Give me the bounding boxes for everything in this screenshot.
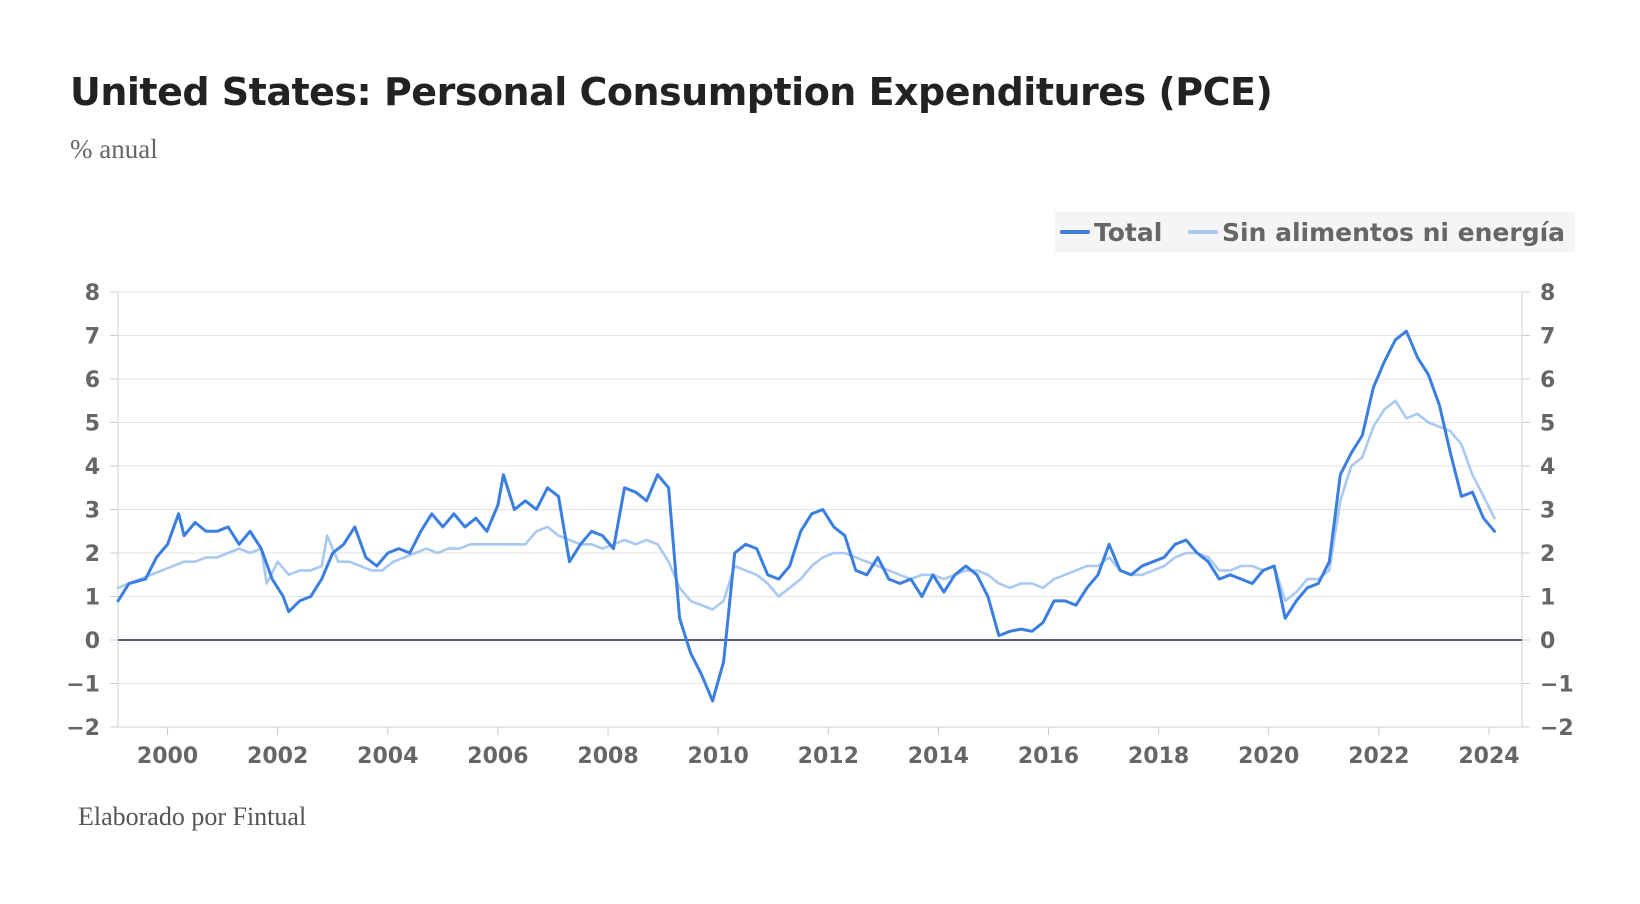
y-tick-label-left: 3 bbox=[85, 499, 100, 524]
y-tick-label-right: 6 bbox=[1540, 368, 1555, 393]
x-tick-label: 2000 bbox=[137, 744, 198, 769]
y-tick-label-right: 7 bbox=[1540, 325, 1555, 350]
chart-grid bbox=[110, 291, 1530, 728]
y-tick-label-left: 2 bbox=[85, 542, 100, 567]
x-tick-label: 2012 bbox=[798, 744, 859, 769]
y-tick-label-left: 0 bbox=[85, 629, 100, 654]
chart-legend: Total Sin alimentos ni energía bbox=[1055, 212, 1575, 252]
y-tick-label-left: 5 bbox=[85, 412, 100, 437]
x-tick-label: 2022 bbox=[1348, 744, 1409, 769]
x-tick-label: 2004 bbox=[357, 744, 418, 769]
x-tick-label: 2014 bbox=[908, 744, 969, 769]
chart-source: Elaborado por Fintual bbox=[78, 802, 307, 831]
y-tick-label-left: 8 bbox=[85, 281, 100, 306]
y-tick-label-left: 4 bbox=[85, 455, 100, 480]
series-line-total bbox=[116, 329, 1496, 703]
x-tick-label: 2002 bbox=[247, 744, 308, 769]
x-tick-label: 2018 bbox=[1128, 744, 1189, 769]
y-axis-left: −2 −1 0 1 2 3 4 5 6 7 8 bbox=[66, 281, 100, 741]
x-tick-label: 2008 bbox=[577, 744, 638, 769]
y-tick-label-left: 6 bbox=[85, 368, 100, 393]
y-tick-label-left: 1 bbox=[85, 586, 100, 611]
x-tick-label: 2010 bbox=[688, 744, 749, 769]
y-tick-label-left: 7 bbox=[85, 325, 100, 350]
y-tick-label-left: −1 bbox=[66, 673, 100, 698]
chart-title: United States: Personal Consumption Expe… bbox=[70, 70, 1273, 114]
x-axis: 2000 2002 2004 2006 2008 2010 2012 2014 2016 2018… bbox=[137, 727, 1520, 769]
chart-series bbox=[116, 329, 1496, 703]
y-tick-label-left: −2 bbox=[66, 716, 100, 741]
chart-subtitle: % anual bbox=[70, 134, 158, 164]
y-tick-label-right: 1 bbox=[1540, 586, 1555, 611]
x-tick-label: 2024 bbox=[1458, 744, 1519, 769]
y-tick-label-right: 3 bbox=[1540, 499, 1555, 524]
y-tick-label-right: 2 bbox=[1540, 542, 1555, 567]
legend-background bbox=[1055, 212, 1575, 252]
y-axis-right: −2 −1 0 1 2 3 4 5 6 7 8 bbox=[1540, 281, 1574, 741]
x-tick-label: 2006 bbox=[467, 744, 528, 769]
y-tick-label-right: 0 bbox=[1540, 629, 1555, 654]
legend-label-total: Total bbox=[1094, 218, 1162, 247]
y-tick-label-right: −2 bbox=[1540, 716, 1574, 741]
y-tick-label-right: 4 bbox=[1540, 455, 1555, 480]
x-tick-label: 2016 bbox=[1018, 744, 1079, 769]
x-tick-label: 2020 bbox=[1238, 744, 1299, 769]
y-tick-label-right: 5 bbox=[1540, 412, 1555, 437]
y-tick-label-right: −1 bbox=[1540, 673, 1574, 698]
series-line-core bbox=[116, 399, 1496, 611]
legend-label-core: Sin alimentos ni energía bbox=[1222, 218, 1565, 247]
y-tick-label-right: 8 bbox=[1540, 281, 1555, 306]
